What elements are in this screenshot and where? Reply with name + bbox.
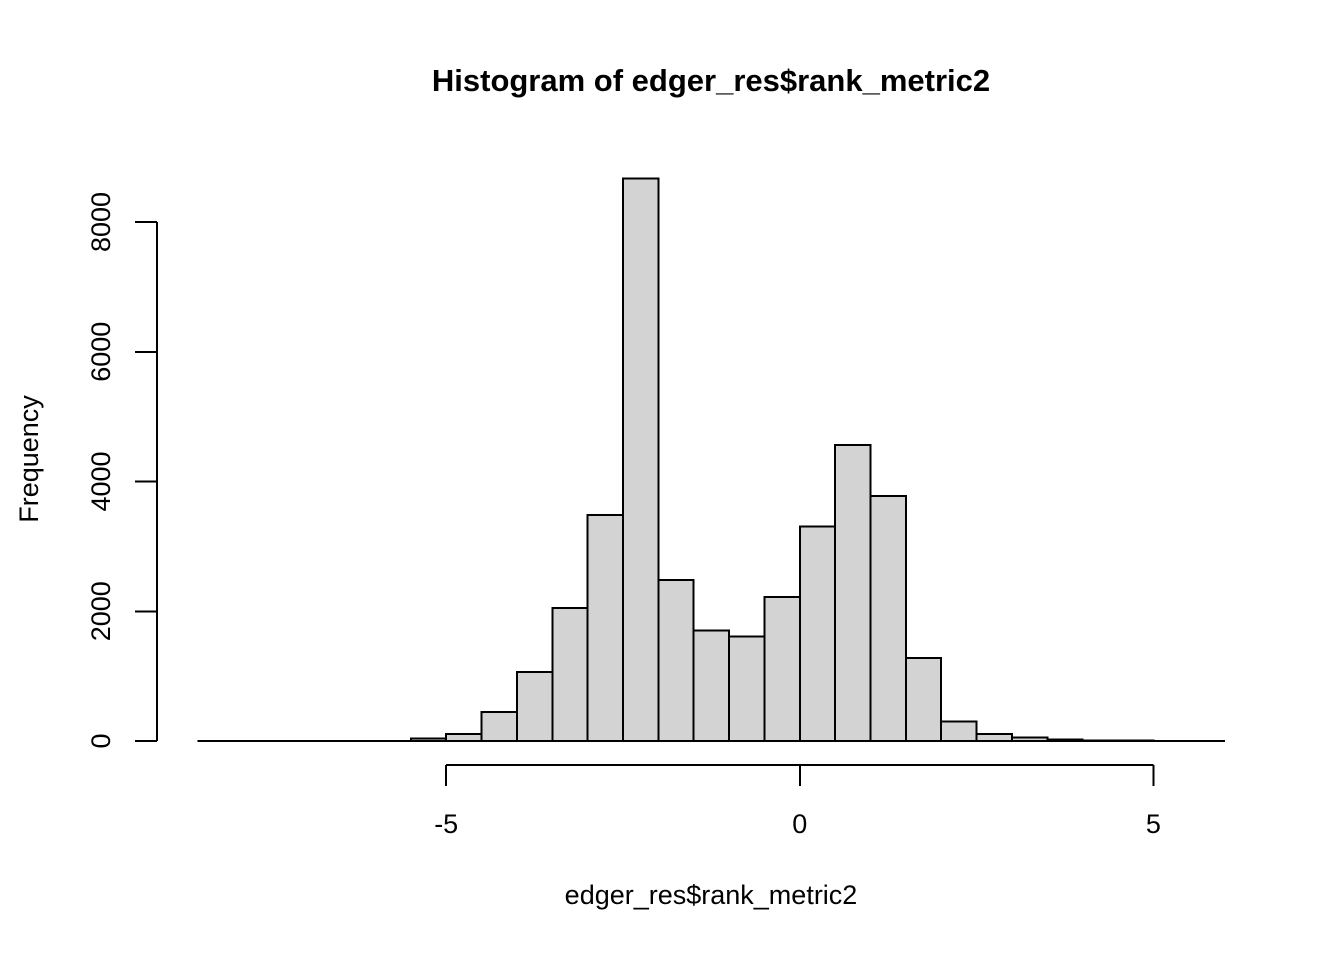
histogram-bar — [409, 737, 448, 743]
histogram-bar — [763, 595, 801, 742]
histogram-bar — [622, 177, 660, 742]
histogram-bar — [515, 671, 554, 742]
histogram-bar — [480, 710, 518, 742]
histogram-bar — [940, 720, 978, 742]
x-axis-label: edger_res$rank_metric2 — [565, 880, 858, 910]
x-tick-label: 5 — [1146, 809, 1161, 839]
histogram-bar — [551, 607, 589, 743]
bars-layer — [197, 177, 1226, 743]
histogram-bar — [834, 444, 872, 742]
histogram-bar — [1081, 739, 1120, 742]
histogram-bar — [975, 732, 1013, 742]
x-axis: -5 0 5 — [434, 764, 1161, 839]
histogram-bar — [1046, 738, 1084, 743]
histogram-bar — [445, 732, 483, 742]
histogram-bar — [904, 656, 943, 743]
y-tick-label: 8000 — [86, 192, 116, 252]
x-tick-label: -5 — [434, 809, 458, 839]
x-tick-label: 0 — [792, 809, 807, 839]
y-tick-label: 6000 — [86, 322, 116, 382]
y-axis-label: Frequency — [14, 395, 44, 523]
histogram-bar — [798, 525, 837, 743]
chart-title: Histogram of edger_res$rank_metric2 — [432, 63, 990, 98]
histogram-bar — [586, 514, 625, 742]
histogram-bar — [692, 629, 731, 743]
y-tick-label: 0 — [86, 733, 116, 748]
histogram-bar — [657, 579, 695, 742]
histogram-bar — [1010, 736, 1049, 742]
histogram-bar — [728, 635, 766, 742]
y-axis: 0 2000 4000 6000 8000 — [86, 192, 158, 749]
histogram-bar — [869, 494, 907, 742]
y-tick-label: 4000 — [86, 451, 116, 511]
y-tick-label: 2000 — [86, 581, 116, 641]
